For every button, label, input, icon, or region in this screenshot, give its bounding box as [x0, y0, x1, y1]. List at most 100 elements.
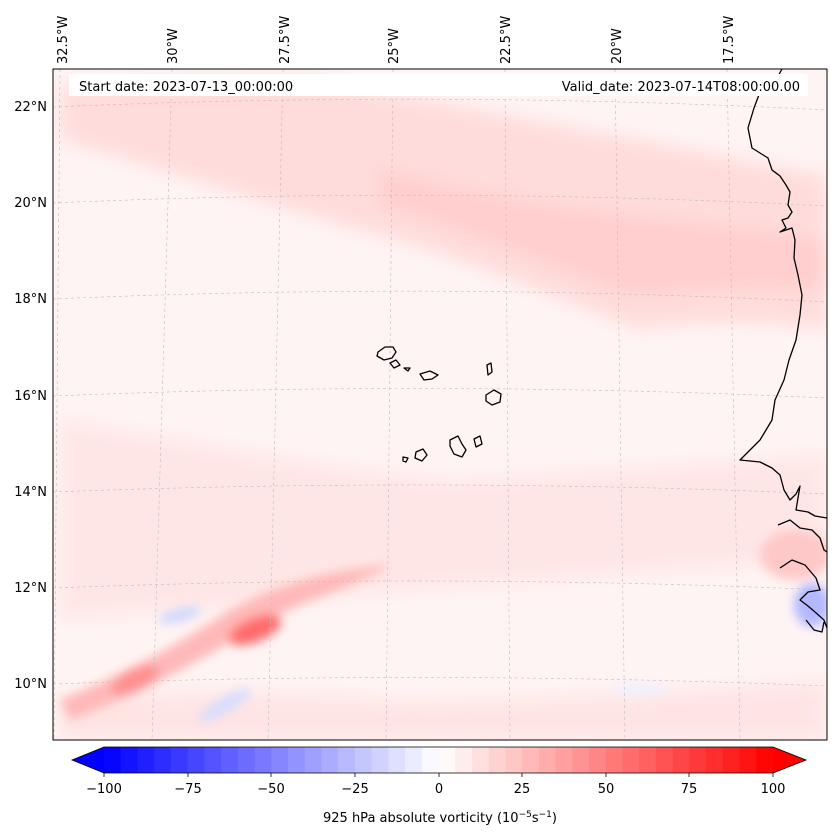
parallel-10	[53, 677, 827, 687]
cb-label-suffix: )	[552, 811, 557, 826]
negative-blob-c	[612, 684, 668, 696]
cb-tick-label-neg50: −50	[257, 782, 284, 797]
positive-band-mid	[60, 420, 827, 620]
island-fogo	[414, 448, 428, 462]
negative-blob-a	[158, 606, 202, 624]
cb-tick-label-100: 100	[761, 782, 786, 797]
colorbar-tick-labels: −100 −75 −50 −25 0 25 50 75 100	[86, 782, 785, 797]
african-coastline	[739, 69, 827, 633]
colorbar-segment	[555, 747, 573, 773]
colorbar-segment	[572, 747, 590, 773]
colorbar-segment	[187, 747, 205, 773]
colorbar-segment	[137, 747, 155, 773]
colorbar-segment	[438, 747, 456, 773]
negative-blob-b	[198, 688, 252, 722]
colorbar-segment	[522, 747, 540, 773]
lon-label-25w: 25°W	[387, 28, 402, 64]
colorbar-extend-max	[773, 747, 806, 773]
map-area: Start date: 2023-07-13_00:00:00 Valid_da…	[53, 69, 827, 740]
parallel-22	[53, 98, 827, 111]
parallel-16	[53, 388, 827, 399]
meridian-30	[151, 69, 173, 740]
colorbar-segment	[756, 747, 774, 773]
coastlines	[376, 69, 827, 633]
cb-tick-label-25: 25	[514, 782, 531, 797]
lat-label-22n: 22°N	[14, 100, 47, 115]
colorbar-segment	[388, 747, 406, 773]
vorticity-max-a	[228, 614, 282, 646]
colorbar-segment	[338, 747, 356, 773]
cb-tick-label-neg25: −25	[341, 782, 368, 797]
colorbar-segment	[689, 747, 707, 773]
colorbar-segment	[354, 747, 373, 773]
colorbar-segments	[104, 747, 774, 773]
cb-label-mid: s	[532, 811, 539, 826]
lat-label-12n: 12°N	[14, 581, 47, 596]
cb-tick-label-0: 0	[435, 782, 443, 797]
colorbar-segment	[170, 747, 189, 773]
lat-label-14n: 14°N	[14, 485, 47, 500]
meridian-25	[385, 69, 394, 740]
start-date: Start date: 2023-07-13_00:00:00	[79, 80, 293, 95]
parallel-12	[53, 580, 827, 591]
graticule	[53, 69, 827, 740]
lon-label-22-5w: 22.5°W	[499, 16, 514, 64]
island-santa-luzia	[403, 367, 411, 372]
colorbar-segment	[321, 747, 339, 773]
colorbar-segment	[204, 747, 222, 773]
meridian-27-5	[267, 69, 284, 740]
meridian-17-5	[726, 69, 741, 740]
colorbar-segment	[655, 747, 674, 773]
lon-label-30w: 30°W	[166, 28, 181, 64]
cb-tick-label-neg75: −75	[174, 782, 201, 797]
positive-band-core	[380, 170, 827, 295]
colorbar-segment	[505, 747, 523, 773]
colorbar-segment	[271, 747, 289, 773]
island-maio	[473, 435, 483, 448]
colorbar-segment	[287, 747, 306, 773]
colorbar-ticks	[103, 773, 774, 777]
colorbar-segment	[672, 747, 690, 773]
island-santo-antao	[376, 346, 397, 361]
lon-label-27-5w: 27.5°W	[278, 16, 293, 64]
parallel-18	[53, 290, 827, 303]
island-sal	[486, 362, 493, 376]
colorbar-segment	[605, 747, 624, 773]
colorbar-segment	[421, 747, 440, 773]
cb-label-exp2: −1	[539, 810, 552, 820]
colorbar-segment	[739, 747, 757, 773]
lon-label-17-5w: 17.5°W	[722, 16, 737, 64]
colorbar-segment	[120, 747, 139, 773]
cb-label-exp1: −5	[519, 810, 532, 820]
meridian-22-5	[504, 69, 511, 740]
colorbar-segment	[639, 747, 657, 773]
colorbar-segment	[254, 747, 272, 773]
longitude-labels: 32.5°W 30°W 27.5°W 25°W 22.5°W 20°W 17.5…	[56, 16, 737, 64]
vorticity-field	[60, 80, 827, 740]
positive-blob-coast	[760, 530, 827, 580]
colorbar-segment	[706, 747, 724, 773]
map-frame	[52, 68, 828, 741]
colorbar-segment	[488, 747, 507, 773]
cb-label-prefix: 925 hPa absolute vorticity (10	[323, 811, 519, 826]
island-santiago	[449, 435, 467, 458]
island-sao-vicente	[389, 359, 401, 369]
meridian-32-5	[53, 69, 61, 740]
island-sao-nicolau	[419, 370, 439, 381]
colorbar-label: 925 hPa absolute vorticity (10−5s−1)	[323, 810, 557, 826]
cb-tick-label-75: 75	[681, 782, 698, 797]
colorbar-segment	[589, 747, 607, 773]
colorbar-segment	[304, 747, 323, 773]
island-brava	[402, 456, 409, 463]
colorbar-segment	[538, 747, 557, 773]
parallel-20	[53, 194, 827, 207]
vorticity-max-b	[110, 665, 160, 695]
colorbar-segment	[455, 747, 473, 773]
cb-tick-label-50: 50	[598, 782, 615, 797]
colorbar-segment	[405, 747, 423, 773]
lon-label-20w: 20°W	[610, 28, 625, 64]
colorbar-segment	[154, 747, 172, 773]
lon-label-32-5w: 32.5°W	[56, 16, 71, 64]
colorbar-segment	[471, 747, 490, 773]
